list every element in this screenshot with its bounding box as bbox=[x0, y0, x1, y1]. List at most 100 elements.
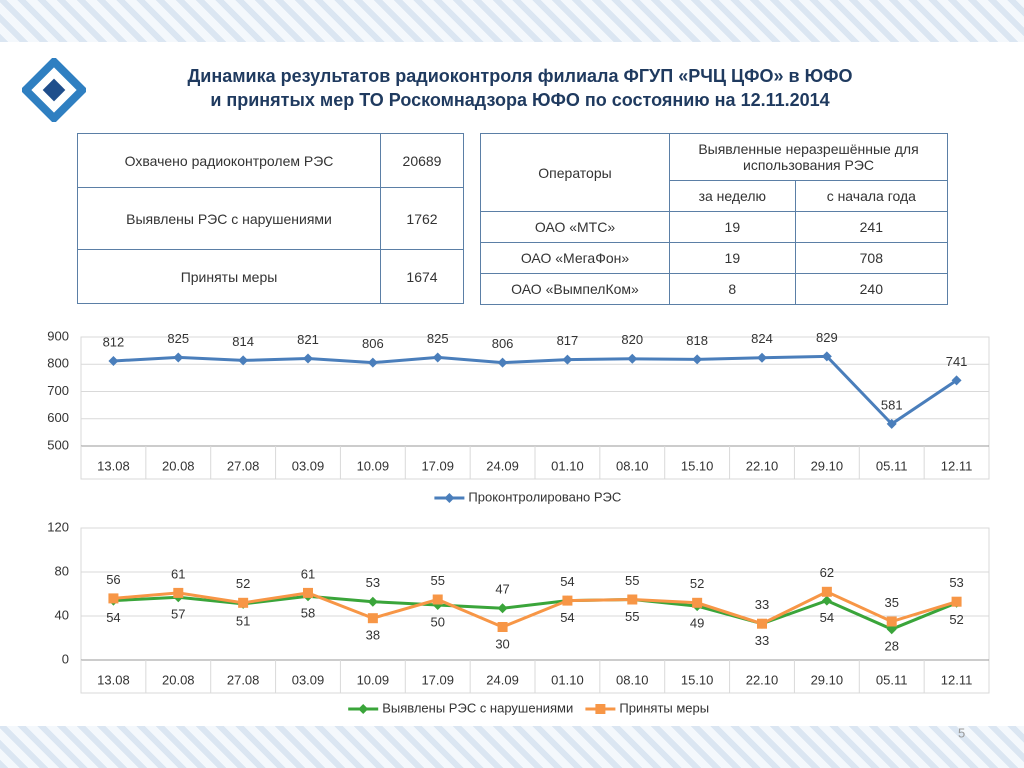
cell: 20689 bbox=[380, 133, 464, 188]
y-tick-label: 600 bbox=[47, 410, 69, 425]
series-line bbox=[113, 590, 958, 629]
data-label: 53 bbox=[949, 575, 963, 590]
marker bbox=[444, 493, 455, 503]
data-label: 58 bbox=[301, 606, 315, 621]
data-label: 821 bbox=[297, 332, 319, 347]
data-label: 50 bbox=[430, 614, 444, 629]
marker bbox=[173, 587, 184, 598]
data-label: 829 bbox=[816, 330, 838, 345]
data-label: 54 bbox=[560, 574, 574, 589]
y-tick-label: 800 bbox=[47, 356, 69, 371]
y-tick-label: 700 bbox=[47, 383, 69, 398]
y-tick-label: 500 bbox=[47, 437, 69, 452]
data-label: 35 bbox=[884, 595, 898, 610]
data-label: 817 bbox=[557, 333, 579, 348]
table-right: Операторы Выявленные неразрешённые для ис… bbox=[480, 133, 949, 305]
marker bbox=[951, 596, 962, 607]
cell: 240 bbox=[794, 273, 949, 305]
marker bbox=[497, 357, 508, 368]
data-label: 55 bbox=[625, 609, 639, 624]
marker bbox=[821, 586, 832, 597]
x-tick-label: 08.10 bbox=[616, 458, 649, 473]
x-tick-label: 17.09 bbox=[421, 672, 454, 687]
y-tick-label: 80 bbox=[55, 563, 69, 578]
data-label: 820 bbox=[621, 332, 643, 347]
x-tick-label: 10.09 bbox=[357, 458, 390, 473]
y-tick-label: 40 bbox=[55, 607, 69, 622]
x-tick-label: 13.08 bbox=[97, 672, 130, 687]
data-label: 52 bbox=[949, 612, 963, 627]
data-label: 825 bbox=[167, 331, 189, 346]
data-label: 741 bbox=[946, 354, 968, 369]
data-label: 54 bbox=[820, 610, 834, 625]
data-label: 30 bbox=[495, 636, 509, 651]
data-label: 54 bbox=[106, 610, 120, 625]
cell: с начала года bbox=[794, 180, 949, 212]
marker bbox=[432, 594, 443, 605]
title: Динамика результатов радиоконтроля филиа… bbox=[120, 64, 920, 112]
cell: ОАО «МТС» bbox=[480, 211, 670, 243]
marker bbox=[757, 618, 767, 629]
y-tick-label: 0 bbox=[62, 651, 69, 666]
x-tick-label: 27.08 bbox=[227, 458, 260, 473]
table-left: Охвачено радиоконтролем РЭС 20689 Выявлен… bbox=[77, 133, 464, 304]
marker bbox=[108, 593, 119, 604]
marker bbox=[821, 595, 832, 606]
x-tick-label: 24.09 bbox=[486, 458, 519, 473]
data-label: 51 bbox=[236, 613, 250, 628]
data-label: 824 bbox=[751, 331, 773, 346]
x-tick-label: 05.11 bbox=[876, 672, 908, 687]
x-tick-label: 03.09 bbox=[292, 672, 325, 687]
data-label: 806 bbox=[492, 336, 514, 351]
decor-top bbox=[0, 0, 1024, 42]
x-tick-label: 17.09 bbox=[421, 458, 454, 473]
cell: за неделю bbox=[669, 180, 796, 212]
marker bbox=[367, 596, 378, 607]
cell: 708 bbox=[794, 242, 949, 274]
marker bbox=[595, 704, 606, 714]
x-tick-label: 27.08 bbox=[227, 672, 260, 687]
marker bbox=[886, 624, 897, 635]
y-tick-label: 120 bbox=[47, 519, 69, 534]
cell: Выявлены РЭС с нарушениями bbox=[77, 187, 381, 250]
page-number: 5 bbox=[958, 725, 965, 740]
y-tick-label: 900 bbox=[47, 328, 69, 343]
data-label: 61 bbox=[171, 566, 185, 581]
marker bbox=[173, 352, 184, 363]
data-label: 38 bbox=[366, 628, 380, 643]
marker bbox=[497, 622, 508, 632]
x-tick-label: 08.10 bbox=[616, 672, 649, 687]
cell: ОАО «МегаФон» bbox=[480, 242, 670, 274]
x-tick-label: 29.10 bbox=[811, 458, 844, 473]
data-label: 33 bbox=[755, 597, 769, 612]
marker bbox=[627, 353, 638, 364]
x-tick-label: 20.08 bbox=[162, 672, 195, 687]
x-tick-label: 22.10 bbox=[746, 672, 779, 687]
marker bbox=[432, 352, 443, 363]
cell: Охвачено радиоконтролем РЭС bbox=[77, 133, 381, 188]
marker bbox=[821, 351, 832, 362]
marker bbox=[562, 354, 573, 365]
legend-label: Выявлены РЭС с нарушениями bbox=[382, 700, 573, 715]
data-label: 806 bbox=[362, 336, 384, 351]
marker bbox=[886, 418, 897, 429]
data-label: 825 bbox=[427, 331, 449, 346]
marker bbox=[303, 587, 313, 598]
marker bbox=[367, 357, 378, 368]
series-line bbox=[113, 354, 958, 426]
x-tick-label: 22.10 bbox=[746, 458, 779, 473]
title-line: и принятых мер ТО Роскомнадзора ЮФО по с… bbox=[210, 90, 830, 110]
marker bbox=[238, 597, 249, 608]
marker bbox=[108, 355, 119, 366]
cell: 1674 bbox=[380, 249, 464, 304]
x-tick-label: 01.10 bbox=[551, 672, 584, 687]
data-label: 28 bbox=[884, 639, 898, 654]
cell: 19 bbox=[669, 242, 796, 274]
cell: 8 bbox=[669, 273, 796, 305]
x-tick-label: 15.10 bbox=[681, 672, 714, 687]
data-label: 54 bbox=[560, 610, 574, 625]
legend-label: Проконтролировано РЭС bbox=[468, 489, 621, 504]
data-label: 57 bbox=[171, 607, 185, 622]
x-tick-label: 05.11 bbox=[876, 458, 908, 473]
